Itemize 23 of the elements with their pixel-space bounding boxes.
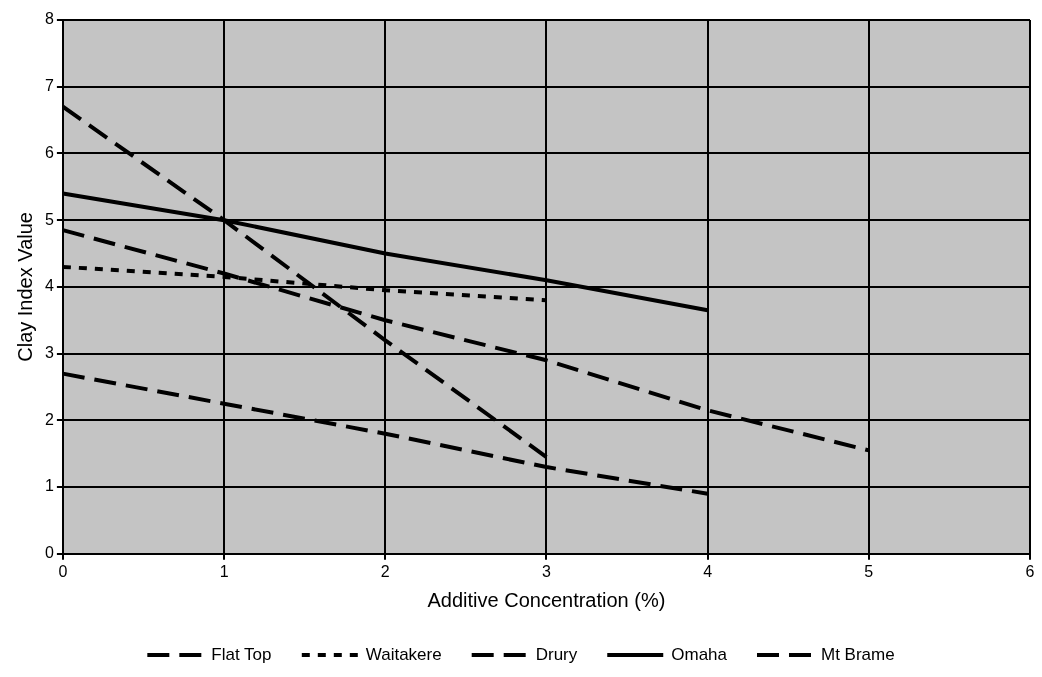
legend-label: Omaha <box>671 644 728 664</box>
x-tick-label: 6 <box>1025 562 1035 580</box>
x-tick-label: 4 <box>703 562 713 580</box>
y-tick-label: 0 <box>44 544 54 562</box>
x-tick-label: 2 <box>380 562 390 580</box>
y-axis-title: Clay Index Value <box>13 212 36 362</box>
y-tick-label: 6 <box>44 143 54 161</box>
y-tick-label: 8 <box>44 10 54 28</box>
legend-label: Mt Brame <box>820 644 895 664</box>
y-tick-label: 7 <box>44 77 54 95</box>
legend-label: Flat Top <box>211 644 272 664</box>
y-tick-label: 1 <box>44 477 54 495</box>
x-tick-label: 3 <box>542 562 551 580</box>
x-tick-label: 5 <box>864 562 874 580</box>
y-tick-label: 3 <box>44 344 54 362</box>
y-tick-label: 4 <box>44 277 54 295</box>
y-tick-label: 2 <box>44 410 54 428</box>
x-tick-label: 1 <box>219 562 229 580</box>
legend-label: Drury <box>535 644 578 664</box>
legend-label: Waitakere <box>365 644 442 664</box>
x-axis-title: Additive Concentration (%) <box>427 588 666 611</box>
y-tick-label: 5 <box>44 210 54 228</box>
x-tick-label: 0 <box>58 562 68 580</box>
